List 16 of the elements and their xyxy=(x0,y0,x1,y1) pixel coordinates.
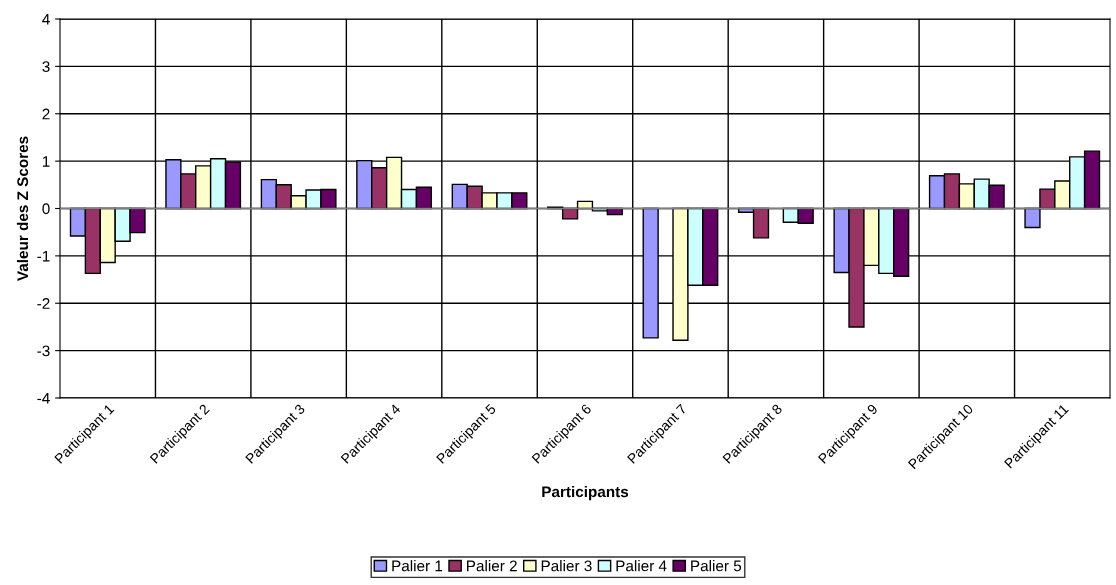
y-axis-title: Valeur des Z Scores xyxy=(16,136,29,281)
legend-label: Palier 2 xyxy=(467,560,517,572)
y-tick-label: -2 xyxy=(37,298,50,309)
y-tick-label: -4 xyxy=(37,393,50,404)
y-tick-label: 0 xyxy=(42,203,50,215)
y-tick-label: 2 xyxy=(42,108,50,120)
y-tick-label: -3 xyxy=(37,345,50,357)
legend-label: Palier 3 xyxy=(541,560,592,572)
y-tick-label: -1 xyxy=(37,250,50,262)
y-tick-label: 3 xyxy=(42,61,50,73)
legend-label: Palier 4 xyxy=(616,560,667,572)
y-tick-label: 1 xyxy=(42,156,50,167)
x-axis-title: Participants xyxy=(542,485,629,501)
legend-label: Palier 1 xyxy=(392,560,443,572)
y-tick-label: 4 xyxy=(42,14,50,25)
legend-label: Palier 5 xyxy=(691,560,742,572)
